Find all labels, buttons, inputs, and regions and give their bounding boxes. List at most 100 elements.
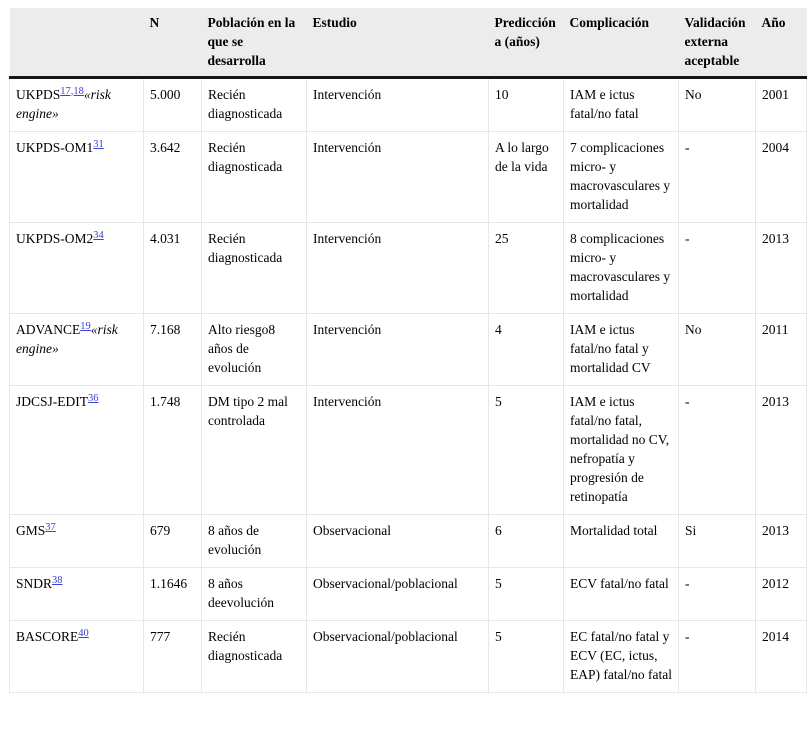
- cell-prediccion: 5: [488, 620, 564, 693]
- cell-n: 5.000: [143, 77, 202, 132]
- cell-validacion: -: [678, 620, 756, 693]
- cell-n: 679: [143, 514, 202, 568]
- reference-superscript: 19: [80, 320, 91, 332]
- cell-poblacion: 8 años de evolución: [201, 514, 307, 568]
- cell-study: GMS37: [9, 514, 144, 568]
- cell-poblacion: Recién diagnosticada: [201, 222, 307, 314]
- table-row: BASCORE40 777 Recién diagnosticada Obser…: [9, 620, 807, 693]
- cell-anio: 2011: [755, 313, 807, 386]
- cell-n: 1.748: [143, 385, 202, 515]
- reference-link[interactable]: 38: [52, 574, 63, 586]
- column-header-estudio: Estudio: [306, 8, 489, 79]
- cell-n: 777: [143, 620, 202, 693]
- column-header-anio: Año: [755, 8, 807, 79]
- cell-anio: 2013: [755, 514, 807, 568]
- cell-complicacion: Mortalidad total: [563, 514, 679, 568]
- cell-validacion: -: [678, 222, 756, 314]
- study-name: BASCORE: [16, 629, 79, 644]
- cell-prediccion: 4: [488, 313, 564, 386]
- reference-link[interactable]: 19: [80, 320, 91, 332]
- reference-superscript: 31: [93, 138, 104, 150]
- cell-poblacion: Alto riesgo8 años de evolución: [201, 313, 307, 386]
- cell-complicacion: 8 complicaciones micro- y macrovasculare…: [563, 222, 679, 314]
- cell-study: SNDR38: [9, 567, 144, 621]
- cell-poblacion: Recién diagnosticada: [201, 620, 307, 693]
- cell-anio: 2013: [755, 222, 807, 314]
- table-row: UKPDS-OM234 4.031 Recién diagnosticada I…: [9, 222, 807, 314]
- table-row: ADVANCE19«risk engine» 7.168 Alto riesgo…: [9, 313, 807, 386]
- study-name: ADVANCE: [16, 322, 81, 337]
- reference-link[interactable]: 34: [93, 229, 104, 241]
- cell-estudio: Intervención: [306, 222, 489, 314]
- cell-study: ADVANCE19«risk engine»: [9, 313, 144, 386]
- cell-study: UKPDS-OM234: [9, 222, 144, 314]
- cell-anio: 2014: [755, 620, 807, 693]
- cell-estudio: Observacional/poblacional: [306, 620, 489, 693]
- study-name: JDCSJ-EDIT: [16, 394, 89, 409]
- column-header-poblacion: Población en la que se desarrolla: [201, 8, 307, 79]
- cell-validacion: -: [678, 567, 756, 621]
- cell-poblacion: Recién diagnosticada: [201, 131, 307, 223]
- reference-link[interactable]: 36: [88, 392, 99, 404]
- cell-anio: 2012: [755, 567, 807, 621]
- table-row: UKPDS-OM131 3.642 Recién diagnosticada I…: [9, 131, 807, 223]
- cell-validacion: -: [678, 131, 756, 223]
- column-header-validacion: Validación externa aceptable: [678, 8, 756, 79]
- reference-superscript: 17,18: [60, 85, 84, 97]
- study-name: GMS: [16, 523, 46, 538]
- cell-estudio: Intervención: [306, 313, 489, 386]
- header-row: N Población en la que se desarrolla Estu…: [9, 8, 807, 79]
- cell-prediccion: 5: [488, 567, 564, 621]
- cell-prediccion: 5: [488, 385, 564, 515]
- cell-estudio: Intervención: [306, 131, 489, 223]
- reference-link[interactable]: 31: [93, 138, 104, 150]
- reference-link[interactable]: 37: [45, 521, 56, 533]
- column-header-prediccion: Predicción a (años): [488, 8, 564, 79]
- column-header-complicacion: Complicación: [563, 8, 679, 79]
- study-name: UKPDS-OM1: [16, 140, 94, 155]
- cell-complicacion: EC fatal/no fatal y ECV (EC, ictus, EAP)…: [563, 620, 679, 693]
- table-row: JDCSJ-EDIT36 1.748 DM tipo 2 mal control…: [9, 385, 807, 515]
- cell-study: BASCORE40: [9, 620, 144, 693]
- table-row: GMS37 679 8 años de evolución Observacio…: [9, 514, 807, 568]
- reference-link[interactable]: 17,18: [60, 85, 84, 97]
- study-name: UKPDS: [16, 87, 61, 102]
- study-name-italic: «risk engine»: [16, 322, 118, 356]
- cell-estudio: Intervención: [306, 77, 489, 132]
- column-header-study: [9, 8, 144, 79]
- cell-complicacion: IAM e ictus fatal/no fatal: [563, 77, 679, 132]
- cell-n: 1.1646: [143, 567, 202, 621]
- paper-table-region: N Población en la que se desarrolla Estu…: [9, 8, 807, 693]
- cell-estudio: Observacional: [306, 514, 489, 568]
- cell-complicacion: 7 complicaciones micro- y macrovasculare…: [563, 131, 679, 223]
- reference-superscript: 38: [52, 574, 63, 586]
- cell-study: JDCSJ-EDIT36: [9, 385, 144, 515]
- cell-prediccion: 6: [488, 514, 564, 568]
- cell-n: 7.168: [143, 313, 202, 386]
- cell-n: 3.642: [143, 131, 202, 223]
- cell-prediccion: 10: [488, 77, 564, 132]
- cell-validacion: -: [678, 385, 756, 515]
- cell-study: UKPDS17,18«risk engine»: [9, 77, 144, 132]
- column-header-n: N: [143, 8, 202, 79]
- cell-prediccion: 25: [488, 222, 564, 314]
- cell-poblacion: 8 años deevolución: [201, 567, 307, 621]
- cell-validacion: Si: [678, 514, 756, 568]
- cell-anio: 2004: [755, 131, 807, 223]
- cell-estudio: Intervención: [306, 385, 489, 515]
- study-name-italic: «risk engine»: [16, 87, 111, 121]
- cell-complicacion: ECV fatal/no fatal: [563, 567, 679, 621]
- cell-poblacion: Recién diagnosticada: [201, 77, 307, 132]
- reference-superscript: 34: [93, 229, 104, 241]
- reference-link[interactable]: 40: [78, 627, 89, 639]
- cell-poblacion: DM tipo 2 mal controlada: [201, 385, 307, 515]
- reference-superscript: 36: [88, 392, 99, 404]
- cell-n: 4.031: [143, 222, 202, 314]
- cell-estudio: Observacional/poblacional: [306, 567, 489, 621]
- cell-anio: 2013: [755, 385, 807, 515]
- cell-prediccion: A lo largo de la vida: [488, 131, 564, 223]
- cell-study: UKPDS-OM131: [9, 131, 144, 223]
- reference-superscript: 37: [45, 521, 56, 533]
- cell-validacion: No: [678, 313, 756, 386]
- cell-anio: 2001: [755, 77, 807, 132]
